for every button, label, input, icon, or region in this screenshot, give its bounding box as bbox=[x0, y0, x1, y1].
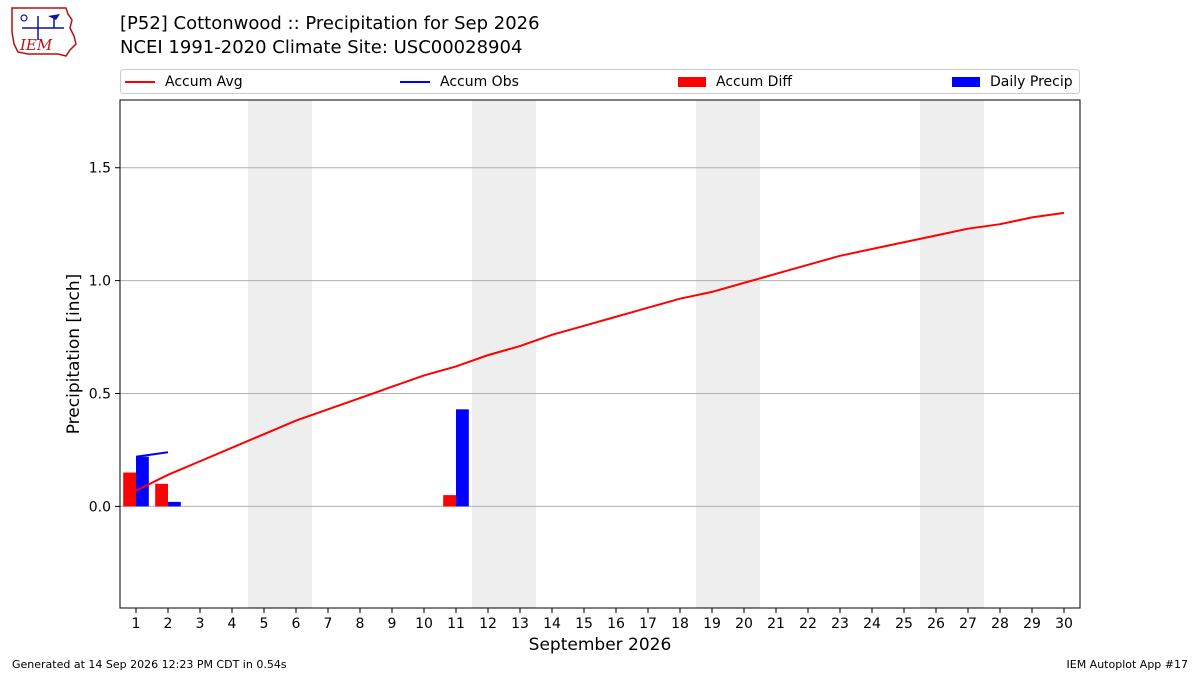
legend-item-accum-diff: Accum Diff bbox=[678, 73, 792, 91]
y-tick-label: 0.5 bbox=[89, 387, 111, 403]
weekend-shade bbox=[472, 100, 536, 608]
x-tick-label: 19 bbox=[703, 616, 721, 632]
bar-accum-diff bbox=[443, 495, 456, 507]
weekend-shade bbox=[696, 100, 760, 608]
x-tick-label: 15 bbox=[575, 616, 593, 632]
x-tick-label: 27 bbox=[959, 616, 977, 632]
x-tick-label: 5 bbox=[260, 616, 269, 632]
chart-title: [P52] Cottonwood :: Precipitation for Se… bbox=[120, 13, 540, 34]
legend-swatch bbox=[125, 81, 155, 83]
footer-generated: Generated at 14 Sep 2026 12:23 PM CDT in… bbox=[12, 658, 287, 671]
x-tick-label: 3 bbox=[196, 616, 205, 632]
x-tick-label: 2 bbox=[164, 616, 173, 632]
legend-label: Accum Avg bbox=[165, 74, 243, 90]
x-tick-label: 6 bbox=[292, 616, 301, 632]
bar-daily-precip bbox=[168, 501, 181, 507]
y-tick-label: 1.5 bbox=[89, 161, 111, 177]
legend-label: Daily Precip bbox=[990, 74, 1073, 90]
legend-label: Accum Obs bbox=[440, 74, 519, 90]
bar-daily-precip bbox=[456, 409, 469, 507]
legend-item-accum-avg: Accum Avg bbox=[125, 73, 243, 91]
x-tick-label: 20 bbox=[735, 616, 753, 632]
x-tick-label: 21 bbox=[767, 616, 785, 632]
legend-item-accum-obs: Accum Obs bbox=[400, 73, 519, 91]
x-tick-label: 23 bbox=[831, 616, 849, 632]
x-tick-label: 11 bbox=[447, 616, 465, 632]
bar-daily-precip bbox=[136, 456, 149, 507]
x-tick-label: 24 bbox=[863, 616, 881, 632]
x-tick-label: 10 bbox=[415, 616, 433, 632]
bar-accum-diff bbox=[123, 472, 136, 507]
x-tick-label: 12 bbox=[479, 616, 497, 632]
iem-logo: IEM bbox=[11, 7, 77, 57]
legend-label: Accum Diff bbox=[716, 74, 793, 90]
legend-swatch bbox=[400, 81, 430, 83]
logo-text: IEM bbox=[19, 36, 53, 54]
legend-swatch bbox=[952, 77, 980, 87]
legend: Accum Avg Accum Obs Accum Diff Daily Pre… bbox=[120, 69, 1080, 94]
x-tick-label: 13 bbox=[511, 616, 529, 632]
y-tick-label: 0.0 bbox=[89, 499, 111, 515]
x-tick-label: 30 bbox=[1055, 616, 1073, 632]
weekend-shade bbox=[920, 100, 984, 608]
line-accum-obs bbox=[135, 451, 169, 458]
chart-subtitle: NCEI 1991-2020 Climate Site: USC00028904 bbox=[120, 37, 523, 58]
weekend-shade bbox=[248, 100, 312, 608]
x-tick-label: 25 bbox=[895, 616, 913, 632]
x-tick-label: 28 bbox=[991, 616, 1009, 632]
line-accum-avg bbox=[135, 211, 1065, 492]
x-tick-label: 14 bbox=[543, 616, 561, 632]
x-axis-label: September 2026 bbox=[529, 635, 672, 655]
x-tick-label: 9 bbox=[388, 616, 397, 632]
y-tick-label: 1.0 bbox=[89, 274, 111, 290]
x-tick-label: 18 bbox=[671, 616, 689, 632]
bar-accum-diff bbox=[155, 483, 168, 507]
x-tick-label: 7 bbox=[324, 616, 333, 632]
x-tick-label: 8 bbox=[356, 616, 365, 632]
x-tick-label: 29 bbox=[1023, 616, 1041, 632]
plot-frame bbox=[119, 99, 1081, 609]
legend-swatch bbox=[678, 77, 706, 87]
legend-item-daily-precip: Daily Precip bbox=[952, 73, 1073, 91]
x-tick-label: 16 bbox=[607, 616, 625, 632]
x-tick-label: 1 bbox=[132, 616, 141, 632]
x-tick-label: 26 bbox=[927, 616, 945, 632]
footer-app: IEM Autoplot App #17 bbox=[1066, 658, 1189, 671]
x-tick-label: 17 bbox=[639, 616, 657, 632]
y-axis-label: Precipitation [inch] bbox=[64, 274, 84, 435]
x-tick-label: 22 bbox=[799, 616, 817, 632]
x-tick-label: 4 bbox=[228, 616, 237, 632]
